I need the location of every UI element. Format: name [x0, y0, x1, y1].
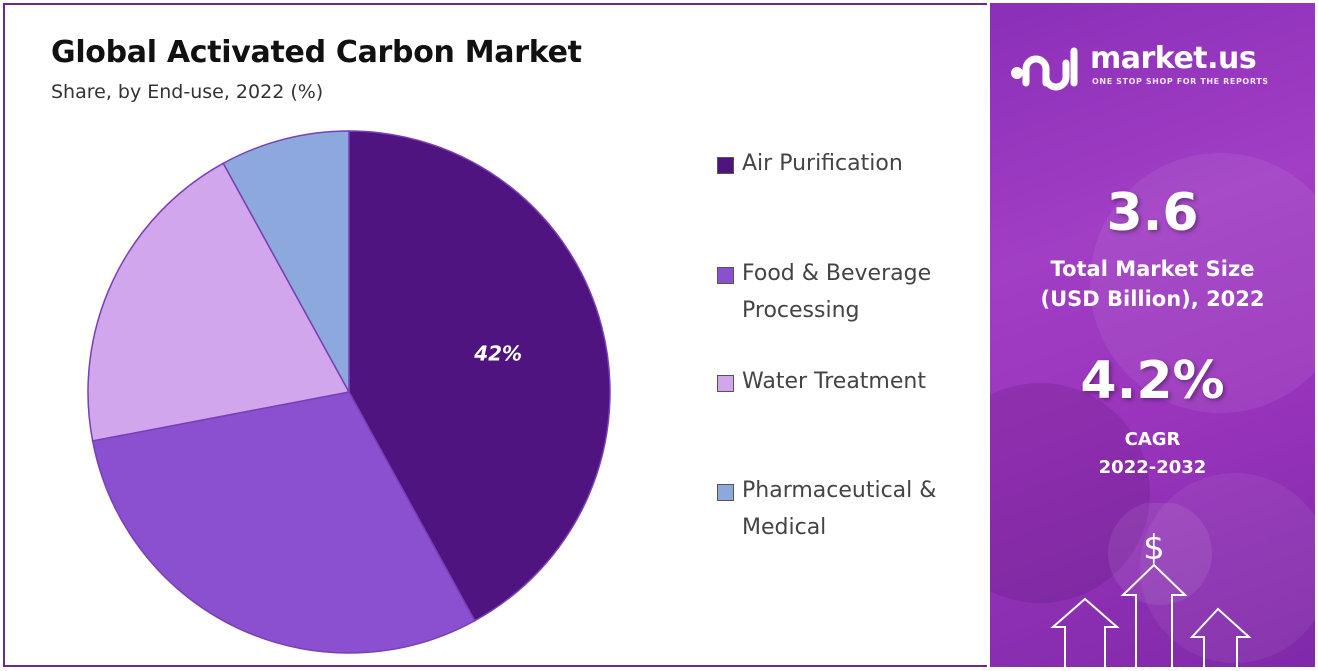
market-size-label-line2: (USD Billion), 2022 [1040, 287, 1265, 311]
chart-panel: Global Activated Carbon Market Share, by… [3, 3, 987, 667]
cagr-label-line1: CAGR [1124, 429, 1181, 450]
dollar-sign-icon: $ [1143, 528, 1165, 568]
legend-swatch [717, 157, 734, 174]
legend-item-pharmaceutical: Pharmaceutical & Medical [717, 472, 982, 546]
page-subtitle: Share, by End-use, 2022 (%) [51, 81, 324, 103]
pie-slice-food-beverage [91, 391, 476, 654]
pie-chart: 42% [87, 130, 611, 654]
brand-logo: market.us ONE STOP SHOP FOR THE REPORTS [1010, 41, 1300, 97]
growth-arrows-icon: $ [1050, 503, 1252, 667]
legend-label: Food & Beverage Processing [742, 261, 932, 323]
legend-swatch [717, 267, 734, 284]
legend-swatch [717, 375, 734, 392]
data-label-air-purification: 42% [473, 342, 522, 366]
pie-slice-air-purification [348, 130, 611, 622]
legend-swatch [717, 484, 734, 501]
brand-name: market.us [1090, 41, 1257, 76]
brand-mark-icon [1011, 47, 1078, 91]
page-title: Global Activated Carbon Market [51, 35, 582, 70]
legend-item-food-beverage: Food & Beverage Processing [717, 255, 972, 329]
market-size-value: 3.6 [1106, 183, 1199, 243]
legend-label: Air Purification [742, 151, 903, 176]
market-size-label-line1: Total Market Size [1050, 257, 1255, 281]
legend-item-air-purification: Air Purification [717, 145, 982, 182]
pie-slice-pharmaceutical [222, 130, 350, 393]
legend-label: Water Treatment [742, 369, 926, 394]
legend-item-water-treatment: Water Treatment [717, 363, 982, 400]
legend-label: Pharmaceutical & Medical [742, 478, 937, 540]
pie-slice-water-treatment [87, 162, 351, 442]
cagr-label-line2: 2022-2032 [1098, 457, 1207, 478]
cagr-value: 4.2% [1080, 351, 1225, 411]
stats-sidebar: market.us ONE STOP SHOP FOR THE REPORTS … [990, 3, 1315, 667]
brand-tagline: ONE STOP SHOP FOR THE REPORTS [1092, 77, 1269, 86]
